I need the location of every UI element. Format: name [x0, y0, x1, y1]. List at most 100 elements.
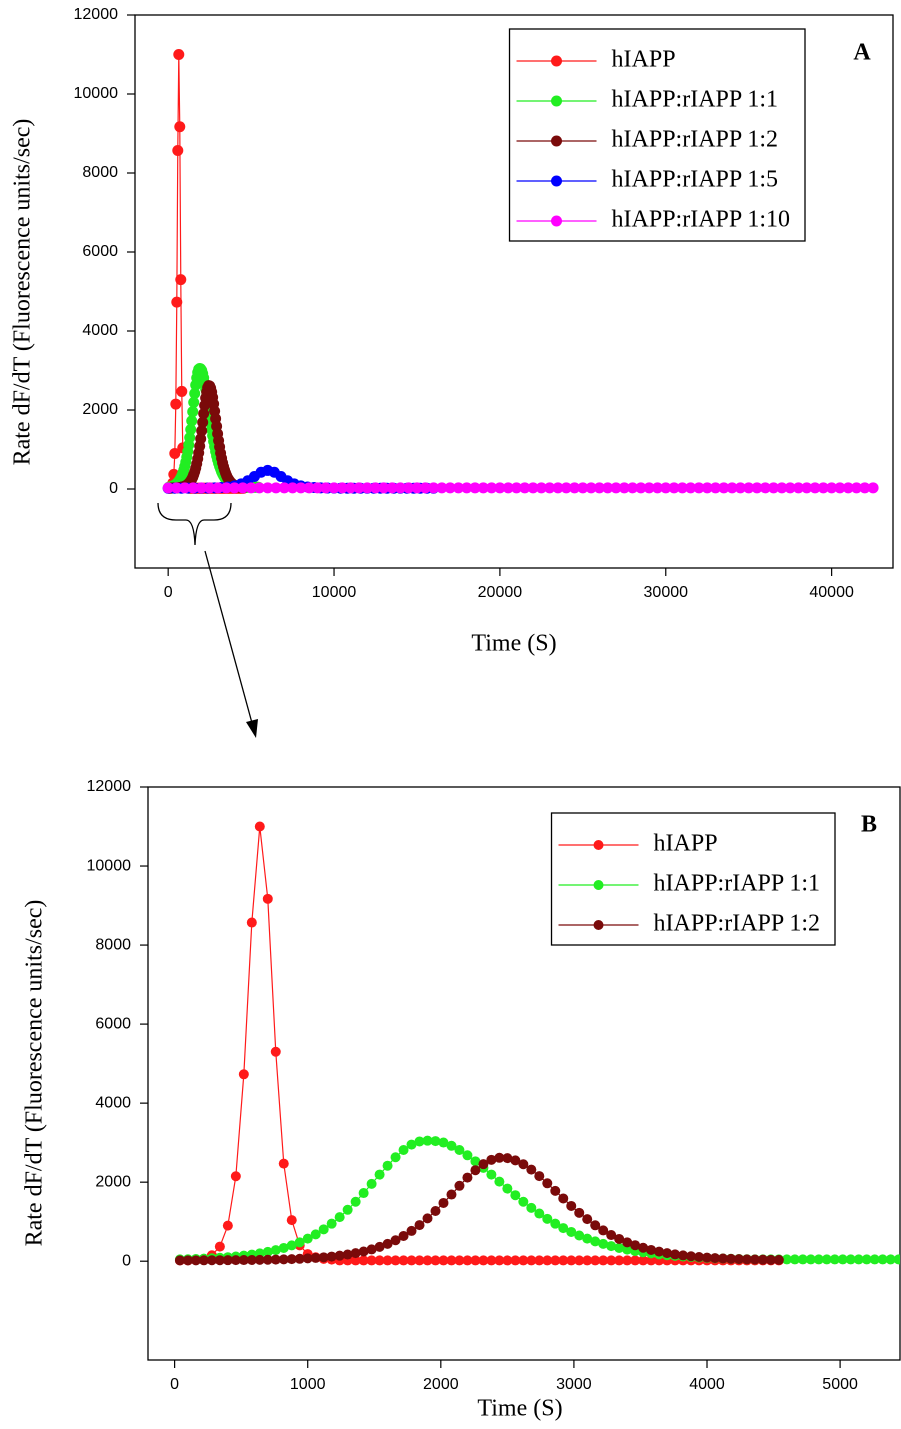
legend-marker: [593, 920, 604, 930]
data-point: [518, 1255, 529, 1266]
data-point: [171, 296, 183, 308]
data-point: [510, 1155, 521, 1166]
data-point: [436, 482, 448, 494]
data-point: [262, 1246, 273, 1257]
data-point: [310, 1252, 321, 1263]
data-point: [406, 1225, 417, 1236]
data-point: [461, 482, 473, 494]
data-point: [558, 1255, 569, 1266]
data-point: [867, 482, 879, 494]
data-point: [311, 482, 323, 494]
data-point: [398, 1230, 409, 1241]
data-point: [610, 482, 622, 494]
y-tick-label: 2000: [95, 1173, 131, 1190]
series-line: [179, 1140, 899, 1261]
data-point: [638, 1242, 649, 1253]
data-point: [702, 1252, 713, 1263]
data-point: [328, 482, 340, 494]
data-point: [502, 1183, 513, 1194]
data-point: [374, 1169, 385, 1180]
plot-area: [174, 821, 900, 1266]
data-point: [189, 388, 201, 400]
x-axis-label: Time (S): [477, 1396, 562, 1422]
data-point: [462, 1172, 473, 1183]
data-point: [726, 482, 738, 494]
data-point: [245, 482, 257, 494]
data-point: [187, 482, 199, 494]
data-point: [542, 1255, 553, 1266]
data-point: [422, 1135, 433, 1146]
data-point: [494, 482, 506, 494]
data-point: [196, 425, 208, 437]
data-point: [614, 1255, 625, 1266]
x-tick-label: 20000: [478, 584, 523, 601]
data-point: [170, 398, 182, 410]
data-point: [361, 482, 373, 494]
data-point: [710, 482, 722, 494]
data-point: [486, 1255, 497, 1266]
panel-label: B: [861, 812, 877, 838]
data-point: [175, 274, 187, 286]
data-point: [390, 1152, 401, 1163]
data-point: [230, 1255, 241, 1266]
data-point: [654, 1246, 665, 1257]
data-point: [173, 49, 185, 60]
data-point: [454, 1180, 465, 1191]
data-point: [821, 1254, 832, 1265]
data-point: [598, 1255, 609, 1266]
data-point: [454, 1145, 465, 1156]
legend-marker: [593, 880, 604, 890]
data-point: [552, 482, 564, 494]
data-point: [198, 408, 210, 420]
legend-marker: [593, 840, 604, 850]
data-point: [414, 1220, 425, 1231]
data-point: [358, 1255, 369, 1266]
data-point: [510, 482, 522, 494]
data-point: [518, 1196, 529, 1207]
data-point: [534, 1255, 545, 1266]
data-point: [386, 482, 398, 494]
data-point: [877, 1254, 888, 1265]
x-tick-label: 1000: [290, 1376, 326, 1393]
data-point: [630, 1240, 641, 1251]
data-point: [374, 1241, 385, 1252]
data-point: [582, 1233, 593, 1244]
data-point: [318, 1252, 329, 1263]
data-point: [169, 447, 181, 459]
data-point: [606, 1230, 617, 1241]
data-point: [430, 1205, 441, 1216]
data-point: [182, 1255, 193, 1266]
data-point: [558, 1223, 569, 1234]
y-tick-label: 0: [109, 480, 118, 497]
data-point: [374, 1255, 385, 1266]
data-point: [444, 482, 456, 494]
data-point: [345, 482, 357, 494]
data-point: [676, 482, 688, 494]
data-point: [237, 482, 249, 494]
data-point: [651, 482, 663, 494]
data-point: [526, 1202, 537, 1213]
data-point: [414, 1255, 425, 1266]
data-point: [230, 1171, 241, 1182]
data-point: [809, 482, 821, 494]
data-point: [662, 1248, 673, 1259]
data-point: [749, 1254, 760, 1265]
data-point: [179, 482, 191, 494]
data-point: [494, 1152, 505, 1163]
data-point: [430, 1255, 441, 1266]
arrow-head: [246, 719, 258, 738]
data-point: [419, 482, 431, 494]
data-point: [768, 482, 780, 494]
data-point: [765, 1254, 776, 1265]
data-point: [186, 415, 198, 427]
plot-frame: [147, 786, 901, 1361]
data-point: [693, 482, 705, 494]
x-tick-label: 30000: [644, 584, 689, 601]
data-point: [534, 1171, 545, 1182]
legend-marker: [551, 95, 563, 107]
data-point: [190, 1255, 201, 1266]
data-point: [253, 482, 265, 494]
data-point: [390, 1255, 401, 1266]
data-point: [246, 1254, 257, 1265]
data-point: [566, 1226, 577, 1237]
